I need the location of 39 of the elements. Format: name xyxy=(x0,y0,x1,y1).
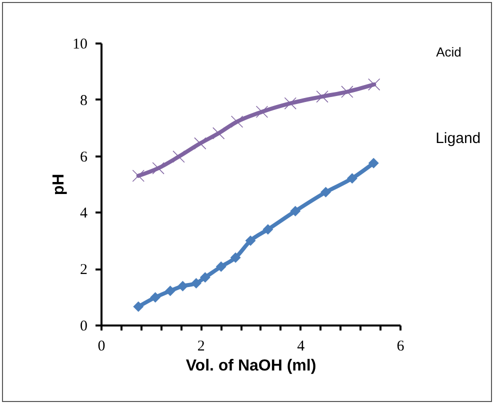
y-tick-label: 4 xyxy=(80,206,88,222)
y-tick-label: 0 xyxy=(80,318,88,334)
point xyxy=(177,280,188,292)
x-tick-label: 0 xyxy=(98,338,106,354)
point xyxy=(200,272,210,283)
point xyxy=(152,162,164,174)
point xyxy=(133,301,144,312)
point xyxy=(172,150,185,163)
y-tick-label: 8 xyxy=(80,92,88,109)
point xyxy=(230,116,244,128)
point xyxy=(284,97,296,110)
point xyxy=(262,224,274,235)
y-axis-title: pH xyxy=(50,174,68,196)
x-tick-label: 2 xyxy=(197,338,205,354)
point xyxy=(290,206,301,216)
point xyxy=(216,261,226,272)
point xyxy=(150,292,161,303)
y-tick-label: 2 xyxy=(80,262,88,278)
x-axis-title: Vol. of NaOH (ml) xyxy=(186,358,316,374)
x-tick-label: 6 xyxy=(396,338,405,354)
point xyxy=(230,252,241,263)
text: Ligand xyxy=(436,130,481,148)
point xyxy=(316,90,328,103)
y-tick-label: 6 xyxy=(80,149,88,166)
point xyxy=(194,137,206,150)
point xyxy=(341,86,354,98)
point xyxy=(256,106,268,118)
point xyxy=(320,186,331,198)
point xyxy=(368,158,379,168)
point xyxy=(368,78,380,91)
x-tick-label: 4 xyxy=(297,338,306,354)
y-tick-label: 10 xyxy=(72,36,88,52)
point xyxy=(212,127,225,140)
point xyxy=(132,170,144,182)
text: Acid xyxy=(436,44,462,60)
point xyxy=(346,173,358,184)
point xyxy=(245,235,256,246)
point xyxy=(165,286,176,296)
point xyxy=(190,278,202,289)
